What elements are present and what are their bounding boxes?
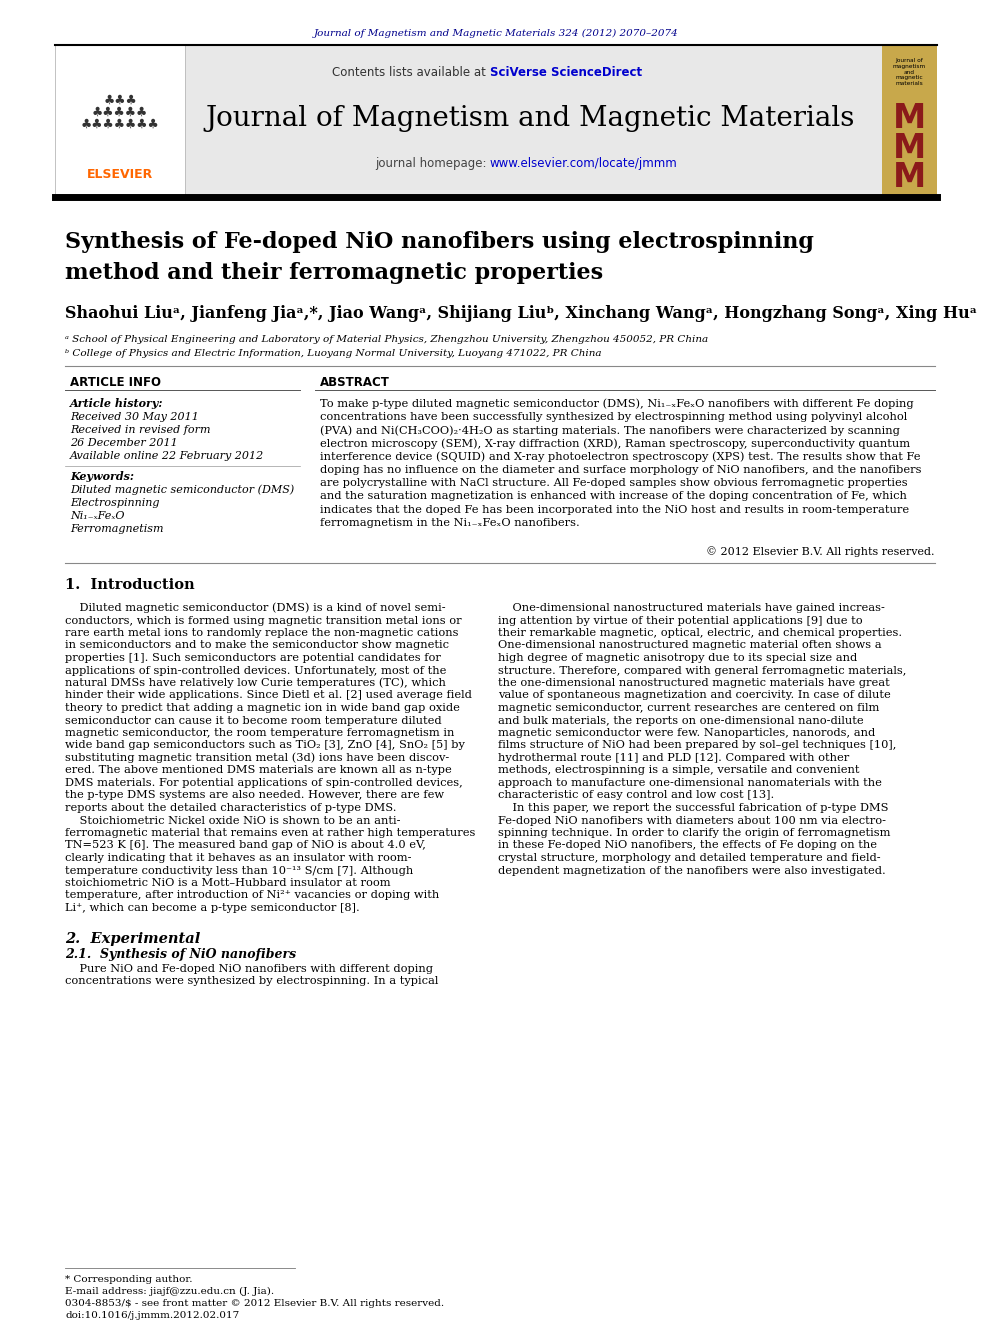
Text: TN=523 K [6]. The measured band gap of NiO is about 4.0 eV,: TN=523 K [6]. The measured band gap of N…: [65, 840, 426, 851]
Text: magnetic semiconductor were few. Nanoparticles, nanorods, and: magnetic semiconductor were few. Nanopar…: [498, 728, 875, 738]
Text: www.elsevier.com/locate/jmmm: www.elsevier.com/locate/jmmm: [490, 156, 678, 169]
Text: Stoichiometric Nickel oxide NiO is shown to be an anti-: Stoichiometric Nickel oxide NiO is shown…: [65, 815, 401, 826]
Text: Journal of
magnetism
and
magnetic
materials: Journal of magnetism and magnetic materi…: [893, 58, 926, 86]
Text: are polycrystalline with NaCl structure. All Fe-doped samples show obvious ferro: are polycrystalline with NaCl structure.…: [320, 478, 908, 488]
Text: doi:10.1016/j.jmmm.2012.02.017: doi:10.1016/j.jmmm.2012.02.017: [65, 1311, 239, 1319]
Text: clearly indicating that it behaves as an insulator with room-: clearly indicating that it behaves as an…: [65, 853, 412, 863]
Text: hinder their wide applications. Since Dietl et al. [2] used average field: hinder their wide applications. Since Di…: [65, 691, 472, 700]
Text: structure. Therefore, compared with general ferromagnetic materials,: structure. Therefore, compared with gene…: [498, 665, 907, 676]
Text: temperature, after introduction of Ni²⁺ vacancies or doping with: temperature, after introduction of Ni²⁺ …: [65, 890, 439, 901]
Text: To make p-type diluted magnetic semiconductor (DMS), Ni₁₋ₓFeₓO nanofibers with d: To make p-type diluted magnetic semicond…: [320, 398, 914, 409]
Text: Article history:: Article history:: [70, 398, 164, 410]
Bar: [882, 45, 937, 194]
Text: Li⁺, which can become a p-type semiconductor [8].: Li⁺, which can become a p-type semicondu…: [65, 904, 360, 913]
Text: One-dimensional nanostructured magnetic material often shows a: One-dimensional nanostructured magnetic …: [498, 640, 882, 651]
Text: Journal of Magnetism and Magnetic Materials: Journal of Magnetism and Magnetic Materi…: [205, 105, 855, 131]
Text: dependent magnetization of the nanofibers were also investigated.: dependent magnetization of the nanofiber…: [498, 865, 886, 876]
Text: high degree of magnetic anisotropy due to its special size and: high degree of magnetic anisotropy due t…: [498, 654, 857, 663]
Text: ♣♣♣
♣♣♣♣♣
♣♣♣♣♣♣♣: ♣♣♣ ♣♣♣♣♣ ♣♣♣♣♣♣♣: [80, 94, 160, 131]
Text: 1.  Introduction: 1. Introduction: [65, 578, 194, 591]
Text: 2.  Experimental: 2. Experimental: [65, 931, 200, 946]
Text: ARTICLE INFO: ARTICLE INFO: [70, 376, 161, 389]
Text: the p-type DMS systems are also needed. However, there are few: the p-type DMS systems are also needed. …: [65, 791, 444, 800]
Text: ᵃ School of Physical Engineering and Laboratory of Material Physics, Zhengzhou U: ᵃ School of Physical Engineering and Lab…: [65, 336, 708, 344]
Text: Journal of Magnetism and Magnetic Materials 324 (2012) 2070–2074: Journal of Magnetism and Magnetic Materi…: [313, 28, 679, 37]
Text: concentrations have been successfully synthesized by electrospinning method usin: concentrations have been successfully sy…: [320, 413, 908, 422]
Text: magnetic semiconductor, current researches are centered on film: magnetic semiconductor, current research…: [498, 703, 879, 713]
Text: methods, electrospinning is a simple, versatile and convenient: methods, electrospinning is a simple, ve…: [498, 766, 859, 775]
Text: ELSEVIER: ELSEVIER: [87, 168, 153, 181]
Text: temperature conductivity less than 10⁻¹³ S/cm [7]. Although: temperature conductivity less than 10⁻¹³…: [65, 865, 414, 876]
Text: Ni₁₋ₓFeₓO: Ni₁₋ₓFeₓO: [70, 511, 125, 521]
Text: substituting magnetic transition metal (3d) ions have been discov-: substituting magnetic transition metal (…: [65, 753, 449, 763]
Text: Received in revised form: Received in revised form: [70, 425, 210, 435]
Text: rare earth metal ions to randomly replace the non-magnetic cations: rare earth metal ions to randomly replac…: [65, 628, 458, 638]
Text: E-mail address: jiajf@zzu.edu.cn (J. Jia).: E-mail address: jiajf@zzu.edu.cn (J. Jia…: [65, 1286, 274, 1295]
Text: Available online 22 February 2012: Available online 22 February 2012: [70, 451, 264, 460]
Text: applications of spin-controlled devices. Unfortunately, most of the: applications of spin-controlled devices.…: [65, 665, 446, 676]
Text: Keywords:: Keywords:: [70, 471, 134, 483]
Text: Diluted magnetic semiconductor (DMS) is a kind of novel semi-: Diluted magnetic semiconductor (DMS) is …: [65, 603, 445, 614]
Text: ᵇ College of Physics and Electric Information, Luoyang Normal University, Luoyan: ᵇ College of Physics and Electric Inform…: [65, 349, 601, 359]
Text: in these Fe-doped NiO nanofibers, the effects of Fe doping on the: in these Fe-doped NiO nanofibers, the ef…: [498, 840, 877, 851]
Text: Contents lists available at: Contents lists available at: [332, 66, 490, 78]
Text: doping has no influence on the diameter and surface morphology of NiO nanofibers: doping has no influence on the diameter …: [320, 464, 922, 475]
Text: ing attention by virtue of their potential applications [9] due to: ing attention by virtue of their potenti…: [498, 615, 863, 626]
Text: interference device (SQUID) and X-ray photoelectron spectroscopy (XPS) test. The: interference device (SQUID) and X-ray ph…: [320, 451, 921, 462]
Text: films structure of NiO had been prepared by sol–gel techniques [10],: films structure of NiO had been prepared…: [498, 741, 897, 750]
Text: in semiconductors and to make the semiconductor show magnetic: in semiconductors and to make the semico…: [65, 640, 449, 651]
Text: In this paper, we report the successful fabrication of p-type DMS: In this paper, we report the successful …: [498, 803, 889, 814]
Text: ered. The above mentioned DMS materials are known all as n-type: ered. The above mentioned DMS materials …: [65, 766, 451, 775]
Text: 2.1.  Synthesis of NiO nanofibers: 2.1. Synthesis of NiO nanofibers: [65, 949, 297, 960]
Text: journal homepage:: journal homepage:: [375, 156, 490, 169]
Text: Fe-doped NiO nanofibers with diameters about 100 nm via electro-: Fe-doped NiO nanofibers with diameters a…: [498, 815, 886, 826]
Text: magnetic semiconductor, the room temperature ferromagnetism in: magnetic semiconductor, the room tempera…: [65, 728, 454, 738]
Text: Received 30 May 2011: Received 30 May 2011: [70, 411, 198, 422]
Bar: [55, 45, 185, 194]
Text: Electrospinning: Electrospinning: [70, 497, 160, 508]
Text: properties [1]. Such semiconductors are potential candidates for: properties [1]. Such semiconductors are …: [65, 654, 440, 663]
Bar: [185, 45, 882, 194]
Text: indicates that the doped Fe has been incorporated into the NiO host and results : indicates that the doped Fe has been inc…: [320, 504, 909, 515]
Text: method and their ferromagnetic properties: method and their ferromagnetic propertie…: [65, 262, 603, 284]
Text: stoichiometric NiO is a Mott–Hubbard insulator at room: stoichiometric NiO is a Mott–Hubbard ins…: [65, 878, 391, 888]
Text: wide band gap semiconductors such as TiO₂ [3], ZnO [4], SnO₂ [5] by: wide band gap semiconductors such as TiO…: [65, 741, 465, 750]
Text: reports about the detailed characteristics of p-type DMS.: reports about the detailed characteristi…: [65, 803, 397, 814]
Text: Shaohui Liuᵃ, Jianfeng Jiaᵃ,*, Jiao Wangᵃ, Shijiang Liuᵇ, Xinchang Wangᵃ, Hongzh: Shaohui Liuᵃ, Jianfeng Jiaᵃ,*, Jiao Wang…: [65, 304, 977, 321]
Text: * Corresponding author.: * Corresponding author.: [65, 1274, 192, 1283]
Text: conductors, which is formed using magnetic transition metal ions or: conductors, which is formed using magnet…: [65, 615, 461, 626]
Text: electron microscopy (SEM), X-ray diffraction (XRD), Raman spectroscopy, supercon: electron microscopy (SEM), X-ray diffrac…: [320, 438, 910, 448]
Text: hydrothermal route [11] and PLD [12]. Compared with other: hydrothermal route [11] and PLD [12]. Co…: [498, 753, 849, 763]
Text: Diluted magnetic semiconductor (DMS): Diluted magnetic semiconductor (DMS): [70, 484, 295, 495]
Text: value of spontaneous magnetization and coercivity. In case of dilute: value of spontaneous magnetization and c…: [498, 691, 891, 700]
Text: concentrations were synthesized by electrospinning. In a typical: concentrations were synthesized by elect…: [65, 976, 438, 986]
Text: DMS materials. For potential applications of spin-controlled devices,: DMS materials. For potential application…: [65, 778, 462, 789]
Text: M
M
M: M M M: [893, 102, 926, 193]
Text: crystal structure, morphology and detailed temperature and field-: crystal structure, morphology and detail…: [498, 853, 881, 863]
Text: Synthesis of Fe-doped NiO nanofibers using electrospinning: Synthesis of Fe-doped NiO nanofibers usi…: [65, 232, 813, 253]
Text: the one-dimensional nanostructured magnetic materials have great: the one-dimensional nanostructured magne…: [498, 677, 890, 688]
Text: their remarkable magnetic, optical, electric, and chemical properties.: their remarkable magnetic, optical, elec…: [498, 628, 902, 638]
Text: characteristic of easy control and low cost [13].: characteristic of easy control and low c…: [498, 791, 774, 800]
Text: ferromagnetic material that remains even at rather high temperatures: ferromagnetic material that remains even…: [65, 828, 475, 837]
Text: ferromagnetism in the Ni₁₋ₓFeₓO nanofibers.: ferromagnetism in the Ni₁₋ₓFeₓO nanofibe…: [320, 517, 579, 528]
Text: and the saturation magnetization is enhanced with increase of the doping concent: and the saturation magnetization is enha…: [320, 491, 907, 501]
Text: 26 December 2011: 26 December 2011: [70, 438, 178, 448]
Text: © 2012 Elsevier B.V. All rights reserved.: © 2012 Elsevier B.V. All rights reserved…: [706, 546, 935, 557]
Text: One-dimensional nanostructured materials have gained increas-: One-dimensional nanostructured materials…: [498, 603, 885, 613]
Text: (PVA) and Ni(CH₃COO)₂·4H₂O as starting materials. The nanofibers were characteri: (PVA) and Ni(CH₃COO)₂·4H₂O as starting m…: [320, 425, 900, 435]
Text: Pure NiO and Fe-doped NiO nanofibers with different doping: Pure NiO and Fe-doped NiO nanofibers wit…: [65, 963, 433, 974]
Text: natural DMSs have relatively low Curie temperatures (TC), which: natural DMSs have relatively low Curie t…: [65, 677, 445, 688]
Text: approach to manufacture one-dimensional nanomaterials with the: approach to manufacture one-dimensional …: [498, 778, 882, 789]
Text: ABSTRACT: ABSTRACT: [320, 376, 390, 389]
Text: Ferromagnetism: Ferromagnetism: [70, 524, 164, 534]
Text: semiconductor can cause it to become room temperature diluted: semiconductor can cause it to become roo…: [65, 716, 441, 725]
Text: spinning technique. In order to clarify the origin of ferromagnetism: spinning technique. In order to clarify …: [498, 828, 891, 837]
Text: SciVerse ScienceDirect: SciVerse ScienceDirect: [490, 66, 642, 78]
Text: 0304-8853/$ - see front matter © 2012 Elsevier B.V. All rights reserved.: 0304-8853/$ - see front matter © 2012 El…: [65, 1299, 444, 1308]
Text: and bulk materials, the reports on one-dimensional nano-dilute: and bulk materials, the reports on one-d…: [498, 716, 864, 725]
Text: theory to predict that adding a magnetic ion in wide band gap oxide: theory to predict that adding a magnetic…: [65, 703, 460, 713]
